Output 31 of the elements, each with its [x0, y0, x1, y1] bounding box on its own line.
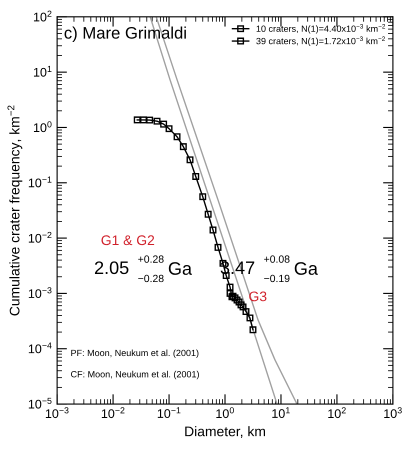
annotation: G3 — [249, 291, 266, 302]
x-tick-label: 10$^{3}$ — [384, 407, 402, 418]
x-tick-label: 10$^{−3}$ — [46, 407, 69, 418]
y-tick-label: 10$^{0}$ — [34, 121, 52, 132]
y-tick-label: 10$^{−3}$ — [28, 287, 52, 298]
x-tick-label: 10$^{0}$ — [216, 407, 234, 418]
annotation: CF: Moon, Neukum et al. (2001) — [71, 370, 199, 380]
annotation: −0.28 — [138, 274, 164, 282]
y-tick-label: 10$^{−4}$ — [28, 342, 52, 354]
annotation: Ga — [294, 262, 318, 275]
x-tick-label: 10$^{1}$ — [272, 407, 290, 418]
y-axis-title: Cumulative crater frequency, km$^{−2}$ — [7, 106, 22, 316]
annotation: +0.08 — [264, 255, 290, 263]
x-tick-label: 10$^{2}$ — [328, 407, 346, 418]
annotation: G1 & G2 — [101, 235, 154, 246]
legend-label: 10 craters, N(1)=4.40x10$^{−3}$ km$^{−2}$ — [256, 24, 386, 34]
y-tick-label: 10$^{−5}$ — [28, 398, 52, 409]
y-tick-label: 10$^{2}$ — [34, 10, 52, 22]
y-tick-label: 10$^{−1}$ — [28, 176, 52, 188]
x-tick-label: 10$^{−1}$ — [158, 407, 180, 418]
annotation: Ga — [168, 262, 192, 275]
y-tick-label: 10$^{1}$ — [34, 66, 52, 77]
annotation: +0.28 — [138, 255, 164, 263]
x-axis-title: Diameter, km — [185, 426, 266, 438]
annotation: 2.05 — [94, 261, 128, 274]
y-tick-label: 10$^{−2}$ — [28, 232, 52, 243]
x-tick-label: 10$^{−2}$ — [102, 407, 124, 418]
text: c) Mare Grimaldi — [64, 26, 186, 42]
annotation: −0.19 — [264, 274, 290, 282]
annotation: PF: Moon, Neukum et al. (2001) — [71, 349, 198, 358]
legend-label: 39 craters, N(1)=1.72x10$^{−3}$ km$^{−2}$ — [256, 36, 385, 46]
